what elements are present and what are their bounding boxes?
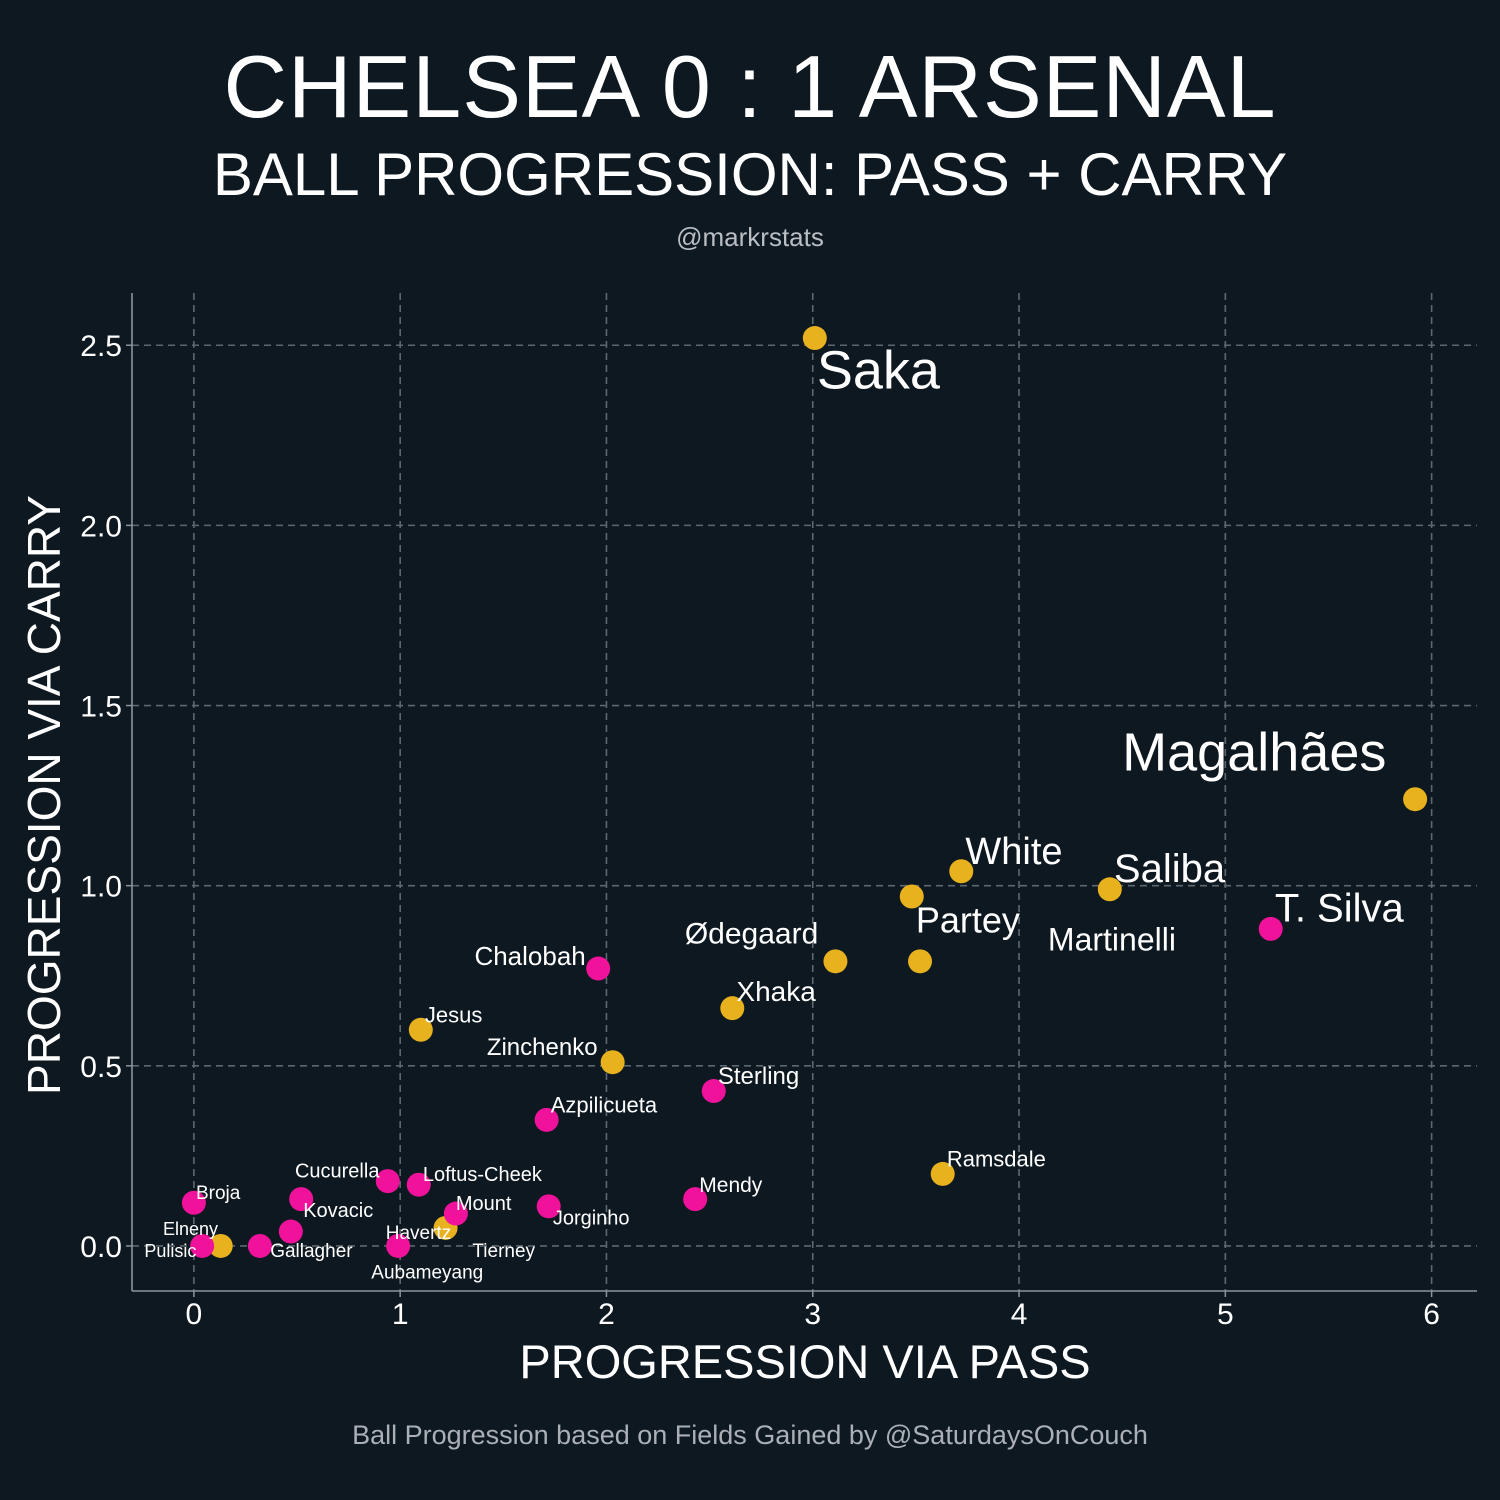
player-label: White xyxy=(965,831,1062,873)
y-tick-label: 1.5 xyxy=(80,691,122,724)
player-label: Jorginho xyxy=(553,1207,630,1229)
chelsea-player-point xyxy=(386,1233,411,1258)
chelsea-player-point xyxy=(375,1169,400,1194)
grid-lines xyxy=(132,293,1477,1291)
arsenal-player-point xyxy=(720,996,745,1021)
page-subtitle: BALL PROGRESSION: PASS + CARRY xyxy=(212,141,1288,208)
x-tick-label: 3 xyxy=(804,1298,821,1331)
y-tick-label: 1.0 xyxy=(80,871,122,904)
player-label: Ødegaard xyxy=(685,917,818,950)
x-tick-label: 2 xyxy=(598,1298,615,1331)
player-label: Elneny xyxy=(163,1219,218,1239)
y-tick-label: 2.0 xyxy=(80,510,122,543)
player-label: Jesus xyxy=(425,1003,482,1028)
player-label: Cucurella xyxy=(295,1161,380,1183)
player-label: Ramsdale xyxy=(947,1147,1046,1172)
player-label: T. Silva xyxy=(1275,887,1405,931)
page-title: CHELSEA 0 : 1 ARSENAL xyxy=(223,37,1277,136)
player-label: Mount xyxy=(456,1193,512,1215)
player-label: Havertz xyxy=(386,1223,451,1244)
arsenal-player-point xyxy=(823,949,848,974)
chelsea-player-point xyxy=(289,1187,314,1212)
player-label: Xhaka xyxy=(736,976,816,1007)
x-axis-label: PROGRESSION VIA PASS xyxy=(519,1335,1090,1388)
player-label: Chalobah xyxy=(474,941,585,971)
x-tick-label: 1 xyxy=(392,1298,409,1331)
tick-labels: 0 1 2 3 4 5 6 0.0 0.5 1.0 1.5 2.0 2.5 xyxy=(80,330,1440,1331)
footer-caption: Ball Progression based on Fields Gained … xyxy=(352,1420,1148,1450)
y-tick-label: 2.5 xyxy=(80,330,122,363)
player-label: Saka xyxy=(817,340,941,400)
arsenal-player-point xyxy=(949,859,974,884)
y-axis-label: PROGRESSION VIA CARRY xyxy=(18,495,70,1095)
chelsea-player-point xyxy=(683,1187,708,1212)
chelsea-player-point xyxy=(406,1172,431,1197)
player-label: Broja xyxy=(196,1183,241,1204)
chelsea-player-point xyxy=(586,956,611,981)
player-label: Pulisic xyxy=(144,1241,196,1261)
chelsea-player-point xyxy=(247,1233,272,1258)
arsenal-player-point xyxy=(600,1050,625,1075)
chelsea-player-point xyxy=(278,1219,303,1244)
y-tick-label: 0.0 xyxy=(80,1231,122,1264)
arsenal-player-point xyxy=(208,1233,233,1258)
x-tick-label: 0 xyxy=(186,1298,203,1331)
player-label: Tierney xyxy=(472,1241,535,1262)
y-tick-label: 0.5 xyxy=(80,1051,122,1084)
chelsea-player-point xyxy=(1258,916,1283,941)
x-tick-label: 4 xyxy=(1011,1298,1028,1331)
player-label: Martinelli xyxy=(1048,922,1176,958)
player-label: Magalhães xyxy=(1122,722,1386,782)
chelsea-player-point xyxy=(534,1107,559,1132)
chelsea-player-point xyxy=(443,1201,468,1226)
chelsea-player-point xyxy=(536,1194,561,1219)
chelsea-player-point xyxy=(190,1233,215,1258)
player-label: Gallagher xyxy=(270,1241,353,1262)
arsenal-player-point xyxy=(930,1161,955,1186)
player-label: Sterling xyxy=(718,1063,799,1090)
player-label: Mendy xyxy=(699,1174,763,1197)
player-label: Zinchenko xyxy=(487,1034,598,1061)
arsenal-player-point xyxy=(899,884,924,909)
arsenal-player-point xyxy=(802,326,827,351)
arsenal-player-point xyxy=(1097,877,1122,902)
player-label: Kovacic xyxy=(303,1200,373,1222)
chelsea-player-point xyxy=(701,1079,726,1104)
x-tick-label: 5 xyxy=(1217,1298,1234,1331)
player-label: Partey xyxy=(916,900,1020,941)
data-points xyxy=(181,326,1428,1258)
author-credit: @markrstats xyxy=(676,222,824,252)
player-label: Loftus-Cheek xyxy=(423,1164,543,1186)
axes xyxy=(126,293,1477,1297)
arsenal-player-point xyxy=(908,949,933,974)
x-tick-label: 6 xyxy=(1423,1298,1440,1331)
player-labels: Saka Magalhães White Saliba T. Silva Partey Ma… xyxy=(144,340,1404,1283)
arsenal-player-point xyxy=(1403,787,1428,812)
chelsea-player-point xyxy=(181,1190,206,1215)
player-label: Aubameyang xyxy=(371,1262,483,1283)
player-label: Azpilicueta xyxy=(551,1093,658,1118)
arsenal-player-point xyxy=(408,1017,433,1042)
player-label: Saliba xyxy=(1114,847,1226,891)
